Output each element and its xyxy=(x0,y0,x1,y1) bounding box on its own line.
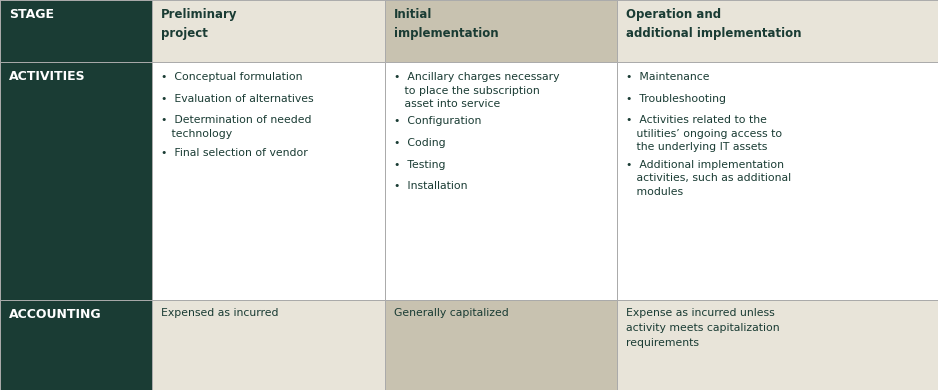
Text: •  Final selection of vendor: • Final selection of vendor xyxy=(161,148,308,158)
Text: •  Activities related to the
   utilities’ ongoing access to
   the underlying I: • Activities related to the utilities’ o… xyxy=(626,115,782,152)
Text: •  Configuration: • Configuration xyxy=(394,117,481,126)
Bar xyxy=(0,62,152,300)
Text: •  Maintenance: • Maintenance xyxy=(626,72,709,82)
Text: •  Additional implementation
   activities, such as additional
   modules: • Additional implementation activities, … xyxy=(626,160,791,197)
Bar xyxy=(0,300,152,390)
Bar xyxy=(0,0,152,62)
Text: Generally capitalized: Generally capitalized xyxy=(394,308,508,318)
Text: •  Conceptual formulation: • Conceptual formulation xyxy=(161,72,302,82)
Text: •  Evaluation of alternatives: • Evaluation of alternatives xyxy=(161,94,313,103)
Text: •  Coding: • Coding xyxy=(394,138,446,148)
Text: ACTIVITIES: ACTIVITIES xyxy=(9,70,85,83)
Bar xyxy=(152,300,385,390)
Bar xyxy=(617,62,938,300)
Text: Expense as incurred unless
activity meets capitalization
requirements: Expense as incurred unless activity meet… xyxy=(626,308,779,347)
Text: ACCOUNTING: ACCOUNTING xyxy=(9,308,101,321)
Text: Operation and
additional implementation: Operation and additional implementation xyxy=(626,8,801,40)
Bar xyxy=(152,62,385,300)
Text: Initial
implementation: Initial implementation xyxy=(394,8,499,40)
Text: STAGE: STAGE xyxy=(9,8,54,21)
Text: Preliminary
project: Preliminary project xyxy=(161,8,237,40)
Text: •  Testing: • Testing xyxy=(394,160,446,170)
Text: •  Ancillary charges necessary
   to place the subscription
   asset into servic: • Ancillary charges necessary to place t… xyxy=(394,72,559,109)
Text: •  Troubleshooting: • Troubleshooting xyxy=(626,94,726,103)
Text: •  Determination of needed
   technology: • Determination of needed technology xyxy=(161,115,311,138)
Text: Expensed as incurred: Expensed as incurred xyxy=(161,308,279,318)
Bar xyxy=(152,0,385,62)
Bar xyxy=(617,300,938,390)
Bar xyxy=(385,0,617,62)
Text: •  Installation: • Installation xyxy=(394,181,467,191)
Bar xyxy=(385,62,617,300)
Bar xyxy=(385,300,617,390)
Bar xyxy=(617,0,938,62)
